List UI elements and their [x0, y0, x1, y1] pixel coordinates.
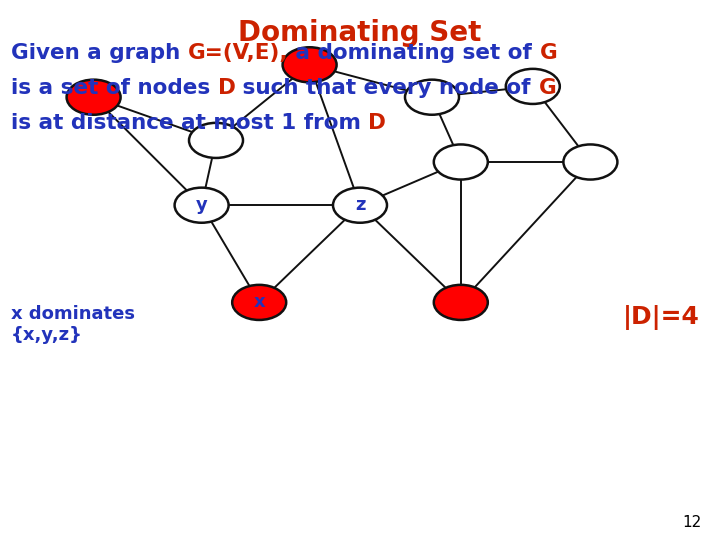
Ellipse shape	[189, 123, 243, 158]
Text: x: x	[253, 293, 265, 312]
Text: Given a graph: Given a graph	[11, 43, 187, 63]
Ellipse shape	[232, 285, 287, 320]
Ellipse shape	[433, 144, 488, 179]
Text: is a set of nodes: is a set of nodes	[11, 78, 217, 98]
Text: |D|=4: |D|=4	[623, 305, 700, 330]
Ellipse shape	[283, 47, 337, 82]
Text: D: D	[369, 113, 386, 133]
Ellipse shape	[405, 80, 459, 115]
Text: x dominates
{x,y,z}: x dominates {x,y,z}	[11, 305, 135, 344]
Text: a dominating set of: a dominating set of	[288, 43, 539, 63]
Ellipse shape	[333, 187, 387, 222]
Text: G=(V,E),: G=(V,E),	[187, 43, 288, 63]
Ellipse shape	[563, 144, 618, 179]
Text: y: y	[196, 196, 207, 214]
Ellipse shape	[175, 187, 229, 222]
Text: G: G	[539, 78, 556, 98]
Text: 12: 12	[683, 515, 702, 530]
Text: z: z	[355, 196, 365, 214]
Ellipse shape	[67, 80, 121, 115]
Ellipse shape	[505, 69, 560, 104]
Text: G: G	[539, 43, 557, 63]
Ellipse shape	[433, 285, 488, 320]
Text: such that every node of: such that every node of	[235, 78, 539, 98]
Text: D: D	[217, 78, 235, 98]
Text: Dominating Set: Dominating Set	[238, 19, 482, 47]
Text: is at distance at most 1 from: is at distance at most 1 from	[11, 113, 369, 133]
